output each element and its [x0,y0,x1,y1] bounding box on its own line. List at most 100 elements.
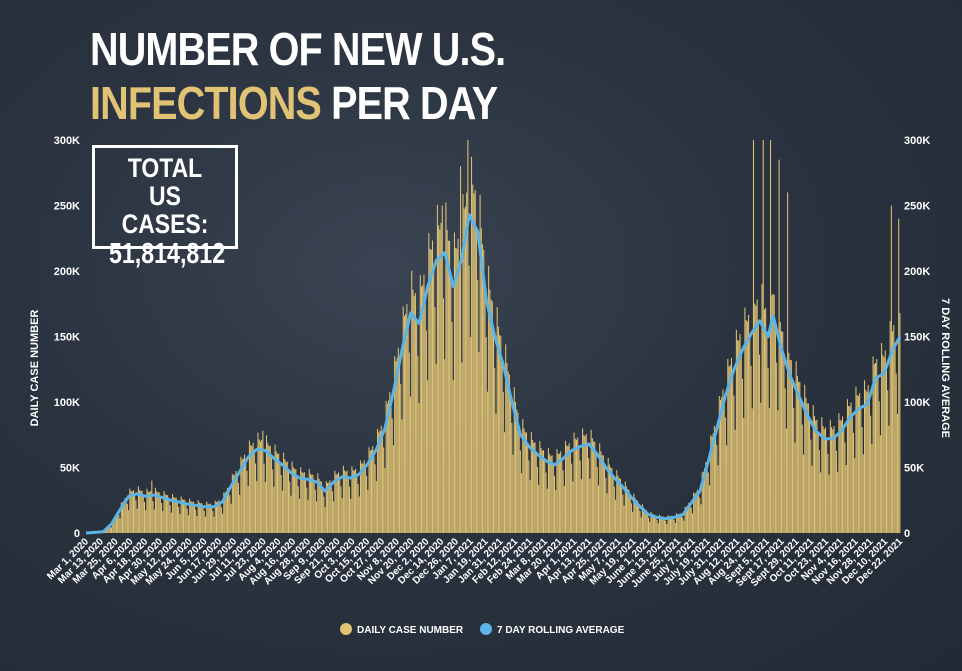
daily-case-bar [400,383,402,533]
daily-case-bar [709,485,711,533]
daily-case-bar [198,502,200,533]
daily-case-bar [621,485,623,533]
daily-case-bar [486,391,488,533]
daily-case-bar [800,401,802,533]
daily-case-bar [323,496,325,533]
daily-case-bar [344,470,346,533]
daily-case-bar [153,509,155,533]
daily-case-bar [263,463,265,533]
y-tick-label-right: 100K [904,397,930,409]
daily-case-bar [719,399,722,533]
daily-case-bar [521,473,523,533]
daily-case-bar [485,337,487,533]
daily-case-bar [339,478,341,533]
daily-case-bar [148,492,150,533]
daily-case-bar [687,505,689,533]
daily-case-bar [640,517,642,533]
daily-case-bar [619,478,621,533]
daily-case-bar [877,376,879,533]
daily-case-bar [228,490,230,533]
daily-case-bar [551,455,553,533]
daily-case-bar [134,494,136,533]
daily-case-bar [484,290,486,533]
daily-case-bar [423,274,425,533]
chart-title-rest: PER DAY [331,77,498,129]
daily-case-bar [334,470,336,533]
daily-case-bar [804,384,806,533]
daily-case-bar [435,364,437,533]
daily-case-bar [236,475,238,533]
y-axis-title-left: DAILY CASE NUMBER [29,310,41,427]
daily-case-bar [698,492,700,533]
daily-case-bar [766,334,768,533]
daily-case-bar [889,321,891,533]
daily-case-bar [558,453,560,533]
daily-case-bar [713,426,715,533]
daily-case-bar [266,435,268,533]
daily-case-bar [373,453,375,533]
daily-case-bar [181,499,183,533]
daily-case-bar [580,479,582,533]
daily-case-bar [220,507,222,533]
daily-case-bar [463,208,465,534]
daily-case-bar [280,474,282,533]
daily-case-bar [225,491,227,533]
daily-case-bar [325,481,327,533]
daily-case-bar [789,360,791,533]
daily-case-bar [572,481,574,533]
daily-case-bar [483,250,485,534]
daily-case-bar [783,357,785,533]
daily-case-bar [530,431,532,533]
daily-case-bar [584,436,586,533]
daily-case-bar [499,334,501,533]
daily-case-bar [762,140,764,533]
daily-case-bar [240,456,242,533]
daily-case-bar [141,490,143,533]
daily-case-bar [109,526,111,533]
daily-case-bar [192,501,194,533]
daily-case-bar [473,193,475,533]
daily-case-bar [624,481,626,533]
daily-case-bar [543,450,545,533]
daily-case-bar [316,501,318,533]
daily-case-bar [824,427,826,533]
daily-case-bar [203,510,205,533]
daily-case-bar [306,487,308,533]
daily-case-bar [550,456,552,533]
daily-case-bar [287,470,290,533]
daily-case-bar [552,464,554,533]
daily-case-bar [307,499,309,533]
daily-case-bar [539,440,541,533]
daily-case-bar [608,464,610,533]
daily-case-bar [779,322,781,533]
daily-case-bar [460,166,462,533]
daily-case-bar [202,506,204,533]
daily-case-bar [313,481,315,533]
chart-title-highlight: INFECTIONS [90,77,322,129]
daily-case-bar [367,489,369,533]
daily-case-bar [778,159,780,533]
daily-case-bar [506,362,508,533]
daily-case-bar [771,295,773,533]
daily-case-bar [218,500,220,533]
daily-case-bar [329,480,331,533]
daily-case-bar [745,320,747,533]
daily-case-bar [782,331,784,533]
daily-case-bar [401,419,403,533]
daily-case-bar [464,206,466,533]
daily-case-bar [295,468,297,533]
daily-case-bar [806,403,808,533]
daily-case-bar [835,450,837,533]
daily-case-bar [734,429,736,533]
daily-case-bar [269,445,271,533]
daily-case-bar [229,495,231,533]
daily-case-bar [217,501,219,533]
daily-case-bar [669,516,671,533]
daily-case-bar [494,367,496,533]
daily-case-bar [634,497,636,533]
daily-case-bar [275,451,277,533]
daily-case-bar [882,354,884,533]
daily-case-bar [195,509,197,533]
daily-case-bar [685,506,687,533]
daily-case-bar [194,505,196,533]
